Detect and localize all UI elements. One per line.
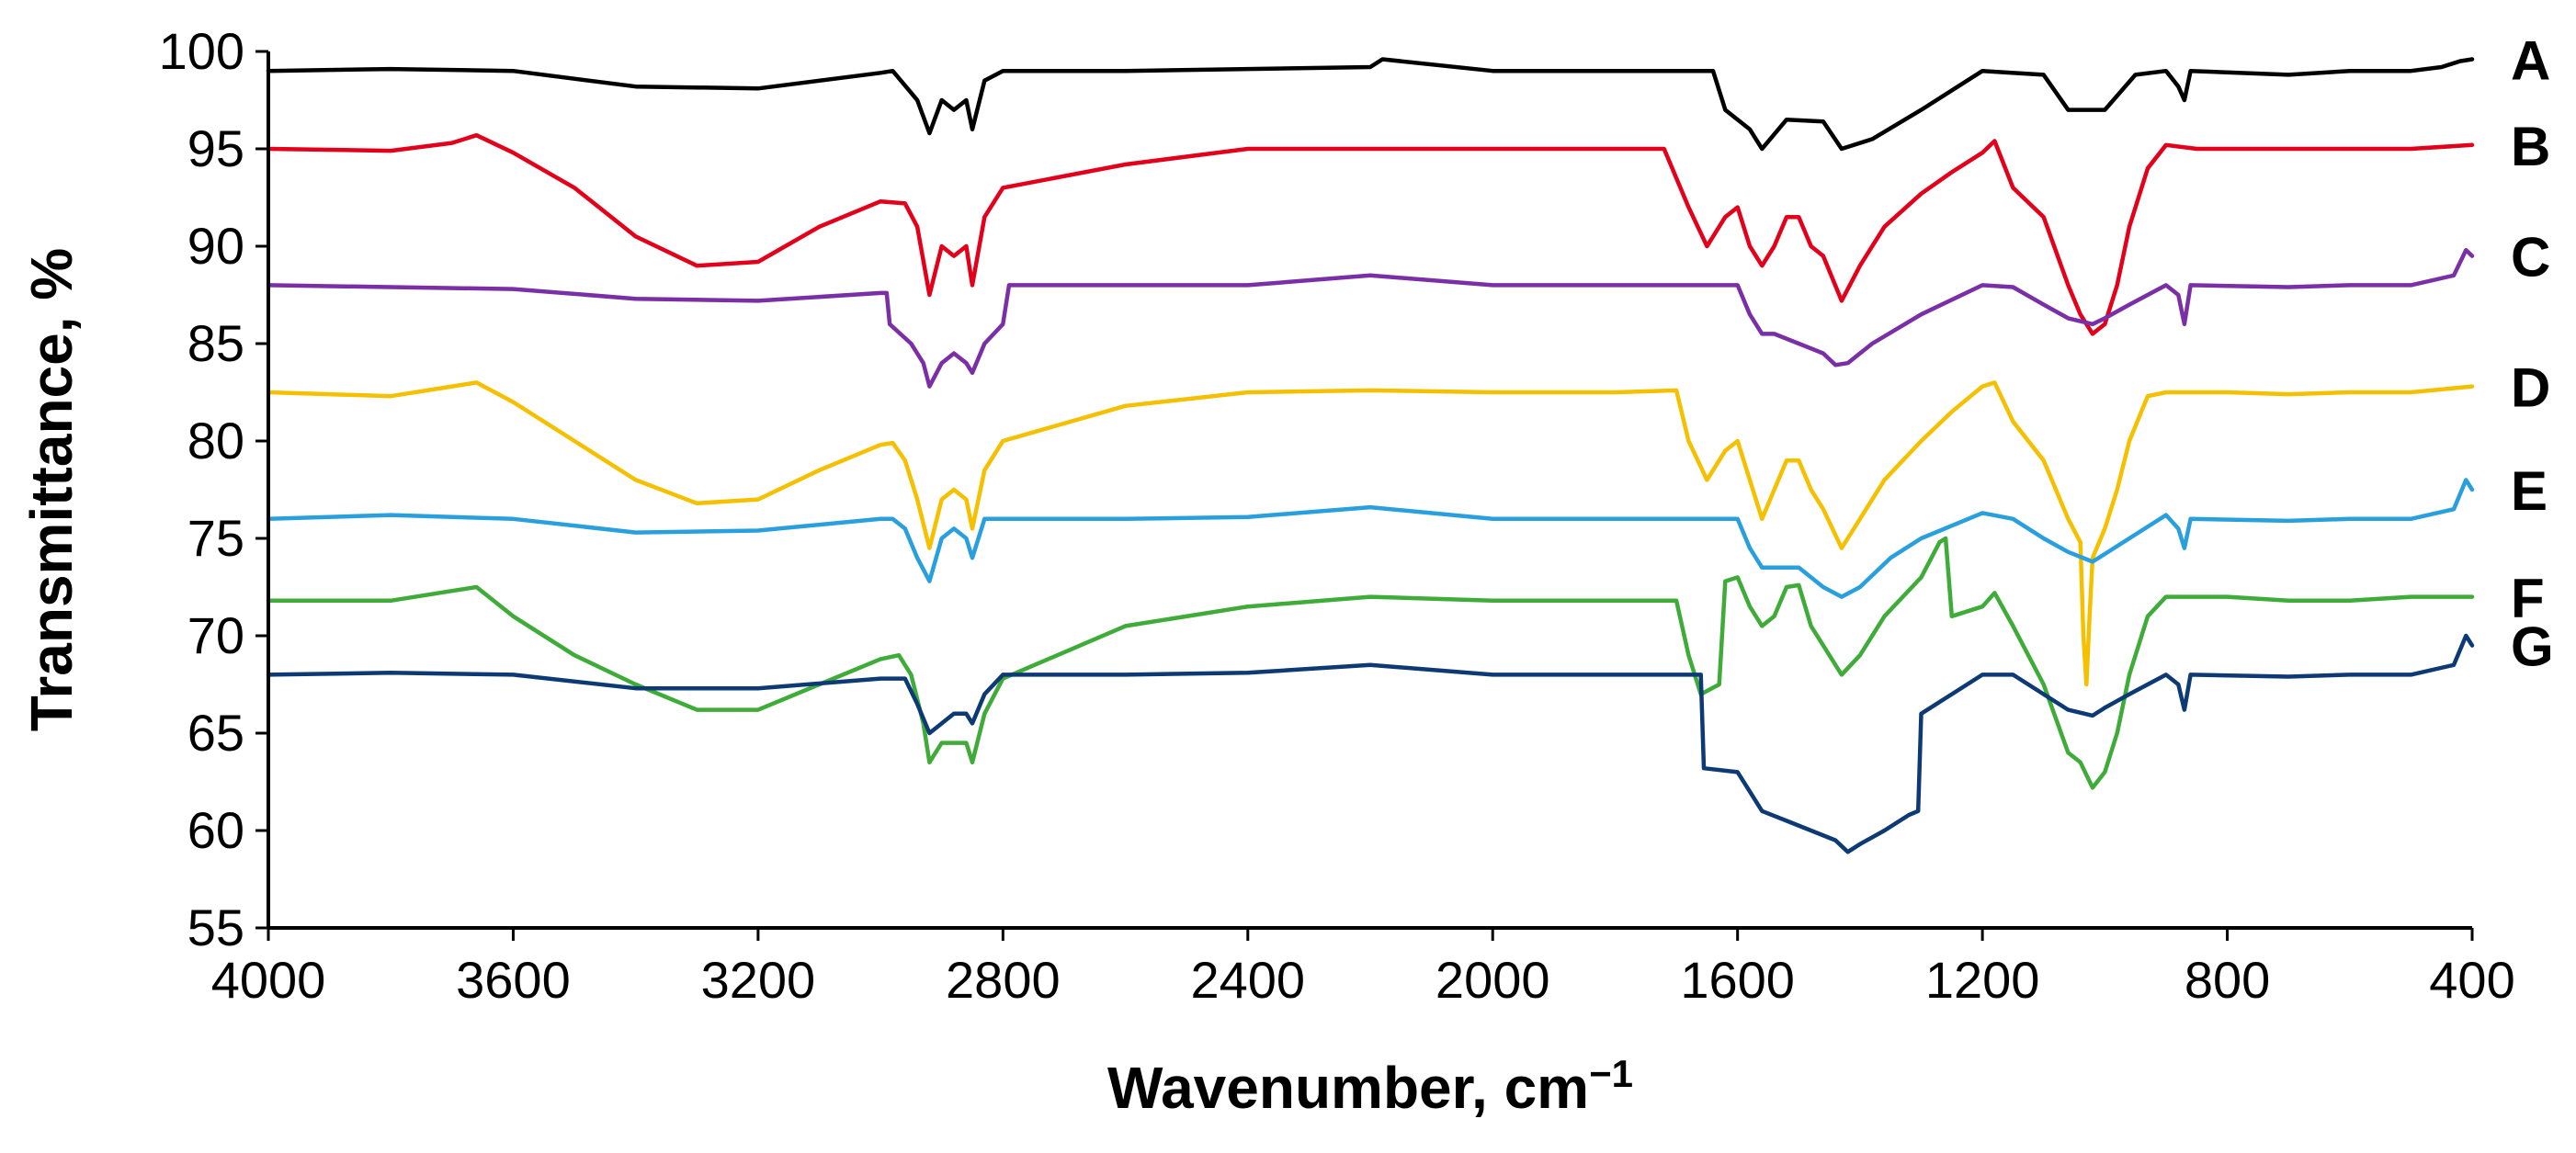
x-tick-label: 3200 [701,951,816,1009]
y-tick-label: 75 [187,509,244,567]
x-tick-label: 2000 [1436,951,1550,1009]
x-tick-label: 3600 [456,951,571,1009]
series-label-f: F [2511,568,2545,629]
series-label-c: C [2511,227,2550,288]
y-axis-title: Transmittance, % [18,248,85,731]
x-axis-title: Wavenumber, cm−1 [1107,1052,1633,1122]
series-line-c [266,247,2475,389]
y-tick-label: 70 [187,606,244,664]
x-tick-label: 2800 [946,951,1061,1009]
series-label-e: E [2511,460,2548,522]
series-label-b: B [2511,116,2550,177]
series-label-d: D [2511,357,2550,419]
y-tick-label: 55 [187,899,244,956]
series-layer [266,57,2475,854]
y-tick-label: 80 [187,412,244,469]
y-tick-label: 60 [187,801,244,859]
axes-layer [267,51,2472,930]
y-tick-label: 65 [187,704,244,762]
series-line-a [266,57,2475,152]
x-axis-title-text: Wavenumber, cm [1107,1055,1589,1121]
series-line-b [266,132,2475,336]
series-line-e [266,478,2475,599]
x-tick-label: 400 [2429,951,2514,1009]
series-label-g: G [2511,616,2554,678]
x-tick-label: 4000 [211,951,326,1009]
y-tick-label: 85 [187,314,244,372]
y-tick-label: 90 [187,217,244,275]
series-label-a: A [2511,29,2550,91]
series-line-f [266,536,2475,790]
y-tick-label: 95 [187,119,244,177]
series-line-g [266,633,2475,854]
x-tick-label: 1600 [1680,951,1795,1009]
x-tick-label: 800 [2184,951,2270,1009]
x-tick-label: 2400 [1190,951,1305,1009]
series-line-d [266,380,2475,687]
y-tick-label: 100 [159,22,244,80]
x-tick-label: 1200 [1925,951,2040,1009]
x-axis-title-superscript: −1 [1589,1052,1633,1095]
